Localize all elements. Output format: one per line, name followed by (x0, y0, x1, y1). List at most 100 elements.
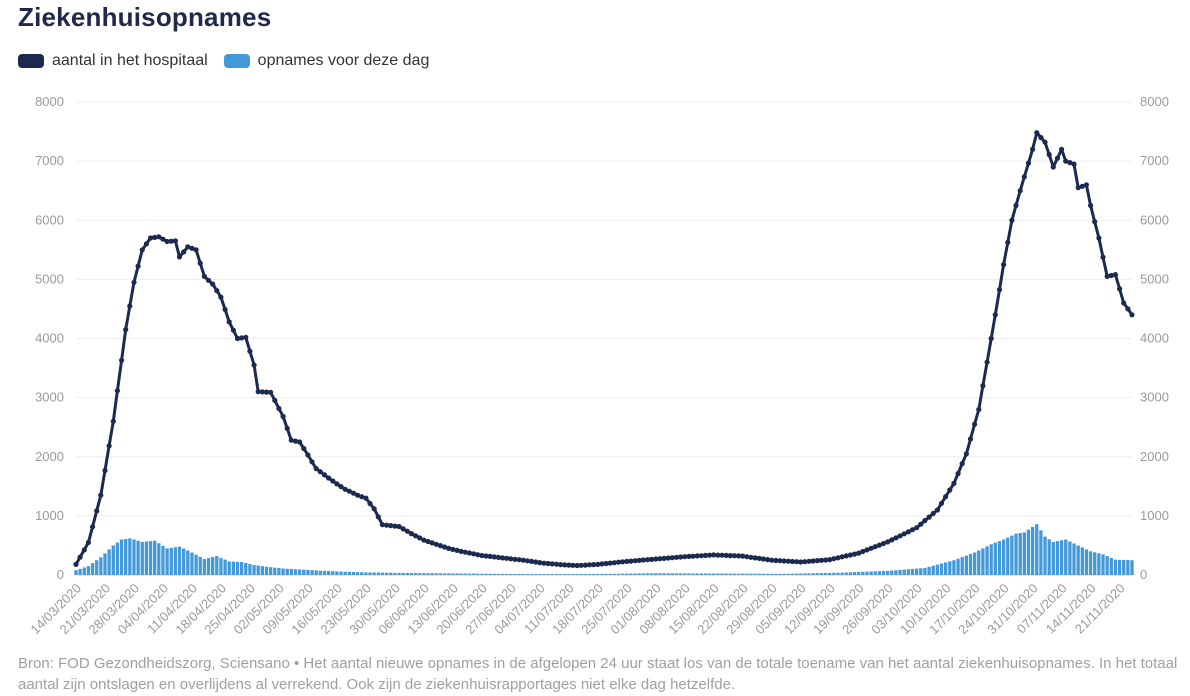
bar-admissions (219, 557, 223, 575)
point-hospital (379, 522, 385, 528)
point-hospital (201, 273, 207, 279)
point-hospital (1005, 239, 1011, 245)
point-hospital (243, 334, 249, 340)
point-hospital (1117, 286, 1123, 292)
bar-admissions (534, 574, 538, 575)
point-hospital (669, 555, 675, 561)
point-hospital (789, 558, 796, 565)
bar-admissions (331, 571, 335, 575)
bar-admissions (981, 548, 985, 575)
bar-admissions (575, 574, 579, 575)
bar-admissions (393, 572, 397, 575)
point-hospital (168, 238, 174, 244)
bar-admissions (405, 572, 409, 575)
point-hospital (943, 494, 949, 500)
bar-admissions (347, 571, 351, 575)
point-hospital (491, 554, 497, 560)
bar-admissions (326, 571, 331, 575)
point-hospital (644, 557, 651, 563)
point-hospital (400, 526, 406, 532)
point-hospital (164, 238, 170, 245)
bar-admissions (314, 570, 318, 575)
bar-admissions (1064, 539, 1068, 575)
bar-admissions (95, 560, 99, 575)
point-hospital (106, 443, 112, 449)
point-hospital (740, 553, 746, 559)
bar-admissions (384, 572, 389, 575)
bar-admissions (418, 573, 422, 575)
bar-admissions (649, 573, 654, 575)
bar-admissions (368, 572, 372, 575)
point-hospital (1059, 146, 1065, 152)
point-hospital (528, 558, 535, 564)
point-hospital (773, 557, 779, 564)
bar-admissions (1093, 552, 1097, 575)
bar-admissions (281, 568, 285, 575)
legend-item-hospital[interactable]: aantal in het hospitaal (18, 52, 208, 70)
point-hospital (880, 540, 887, 547)
point-hospital (628, 558, 634, 564)
bar-admissions (542, 574, 546, 575)
legend: aantal in het hospitaal opnames voor dez… (18, 52, 429, 70)
point-hospital (1092, 219, 1098, 225)
bar-admissions (364, 572, 368, 575)
bar-admissions (952, 560, 956, 575)
bar-admissions (948, 561, 952, 575)
bar-admissions (90, 563, 95, 575)
point-hospital (292, 438, 299, 444)
point-hospital (686, 553, 692, 559)
bar-admissions (877, 571, 882, 575)
bar-admissions (177, 546, 182, 575)
point-hospital (504, 555, 510, 561)
bar-admissions (985, 546, 989, 575)
y-tick-label-left: 2000 (35, 449, 64, 464)
point-hospital (818, 557, 825, 563)
bar-admissions (699, 573, 703, 575)
point-hospital (744, 554, 750, 560)
bar-admissions (815, 573, 819, 575)
bar-admissions (674, 573, 679, 575)
point-hospital (330, 478, 336, 484)
point-hospital (421, 537, 427, 543)
point-hospital (94, 508, 100, 514)
bar-admissions (939, 563, 944, 575)
bar-admissions (1076, 545, 1080, 575)
bar-admissions (745, 573, 749, 575)
point-hospital (321, 472, 328, 478)
bar-admissions (1117, 559, 1122, 575)
bar-admissions (1059, 540, 1064, 575)
bar-admissions (558, 574, 563, 575)
bar-admissions (273, 567, 277, 575)
point-hospital (905, 529, 912, 535)
legend-swatch-hospital (18, 54, 44, 68)
bar-admissions (968, 554, 973, 575)
bar-admissions (107, 549, 111, 575)
y-tick-label-left: 6000 (35, 212, 64, 227)
legend-item-admissions[interactable]: opnames voor deze dag (223, 52, 429, 70)
bar-admissions (169, 547, 173, 575)
point-hospital (843, 553, 849, 559)
bar-admissions (600, 573, 604, 575)
bar-admissions (339, 571, 343, 575)
point-hospital (930, 510, 936, 517)
bar-admissions (455, 573, 459, 575)
point-hospital (1034, 130, 1040, 136)
bar-admissions (591, 574, 596, 575)
bar-admissions (707, 573, 712, 575)
bar-admissions (459, 573, 463, 575)
bar-admissions (186, 550, 190, 575)
point-hospital (189, 245, 195, 251)
bar-admissions (124, 538, 128, 575)
point-hospital (785, 558, 791, 564)
point-hospital (802, 559, 808, 565)
point-hospital (251, 362, 257, 368)
point-hospital (371, 506, 377, 512)
bar-admissions (264, 566, 269, 575)
point-hospital (798, 559, 804, 565)
bar-admissions (235, 561, 240, 575)
y-tick-label-right: 4000 (1140, 331, 1169, 346)
point-hospital (731, 553, 738, 559)
point-hospital (483, 553, 489, 559)
point-hospital (719, 552, 725, 558)
point-hospital (934, 507, 941, 513)
